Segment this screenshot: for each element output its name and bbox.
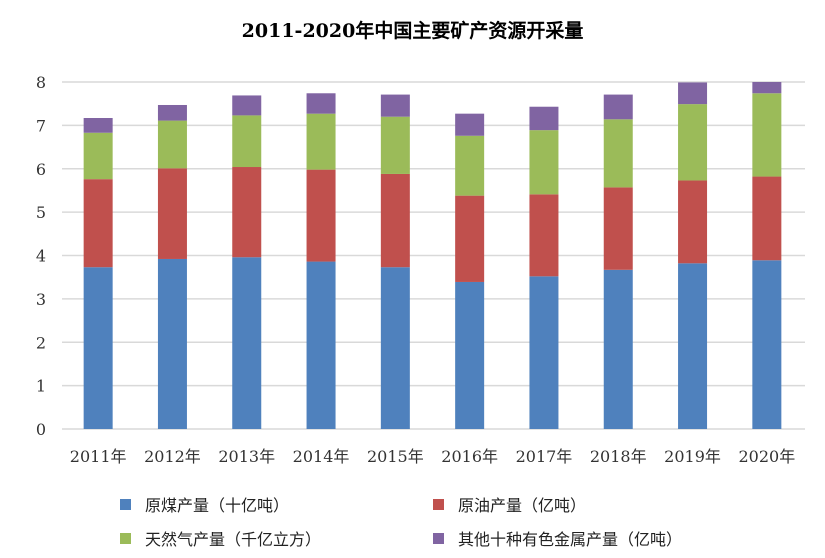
legend-item-coal: 原煤产量（十亿吨） <box>120 492 289 516</box>
y-tick-label: 2 <box>36 333 46 352</box>
bar-segment <box>752 93 782 177</box>
x-tick-label: 2014年 <box>293 447 350 466</box>
y-tick-label: 5 <box>36 203 46 222</box>
y-tick-label: 0 <box>36 420 46 439</box>
y-tick-label: 3 <box>36 290 46 309</box>
bar-segment <box>232 115 262 168</box>
bar-segment <box>678 104 708 181</box>
bar-segment <box>83 118 113 133</box>
bar-segment <box>83 132 113 180</box>
bar-segment <box>306 93 336 114</box>
legend-swatch <box>433 498 444 510</box>
bar-segment <box>603 269 633 429</box>
y-tick-label: 7 <box>36 116 46 135</box>
x-tick-label: 2016年 <box>441 447 498 466</box>
legend-label: 原煤产量（十亿吨） <box>145 496 290 515</box>
x-tick-label: 2012年 <box>144 447 201 466</box>
bar-segment <box>603 187 633 270</box>
chart-title: 2011-2020年中国主要矿产资源开采量 <box>241 20 584 42</box>
legend-swatch <box>120 498 131 510</box>
bar-segment <box>232 95 262 116</box>
bar-segment <box>83 179 113 268</box>
bar-segment <box>678 263 708 429</box>
bar-segment <box>157 258 187 429</box>
legend-label: 天然气产量（千亿立方） <box>145 530 322 549</box>
x-tick-label: 2018年 <box>590 447 647 466</box>
y-tick-label: 1 <box>36 377 46 396</box>
x-tick-label: 2019年 <box>664 447 721 466</box>
bar-segment <box>752 82 782 94</box>
bar-segment <box>232 167 262 258</box>
x-tick-label: 2013年 <box>218 447 275 466</box>
bar-segment <box>157 104 187 121</box>
y-tick-label: 6 <box>36 160 46 179</box>
bar-segment <box>529 130 559 195</box>
x-tick-label: 2020年 <box>738 447 795 466</box>
legend-swatch <box>120 532 131 544</box>
bar-segment <box>380 116 410 174</box>
bar-segment <box>455 113 485 136</box>
bar-segment <box>455 281 485 429</box>
bar-segment <box>306 169 336 262</box>
x-tick-label: 2015年 <box>367 447 424 466</box>
bar-segment <box>752 260 782 429</box>
legend-item-oil: 原油产量（亿吨） <box>433 492 586 516</box>
bar-segment <box>529 106 559 131</box>
bar-segment <box>380 267 410 429</box>
legend-item-gas: 天然气产量（千亿立方） <box>120 526 321 550</box>
y-tick-label: 8 <box>36 73 46 92</box>
bar-segment <box>678 180 708 264</box>
bar-segment <box>603 94 633 120</box>
bar-segment <box>232 257 262 429</box>
bar-segment <box>83 267 113 429</box>
bar-segment <box>678 82 708 105</box>
legend-label: 其他十种有色金属产量（亿吨） <box>458 530 683 549</box>
bar-segment <box>306 261 336 429</box>
bar-segment <box>157 168 187 259</box>
legend-label: 原油产量（亿吨） <box>458 496 587 515</box>
legend-swatch <box>433 532 444 544</box>
bar-segment <box>529 194 559 277</box>
bar-segment <box>380 94 410 117</box>
x-tick-label: 2011年 <box>70 447 127 466</box>
bar-segment <box>455 135 485 196</box>
bar-segment <box>157 120 187 169</box>
bar-segment <box>603 119 633 188</box>
legend-item-metals: 其他十种有色金属产量（亿吨） <box>433 526 682 550</box>
bar-segment <box>455 195 485 282</box>
bar-segment <box>306 113 336 170</box>
x-tick-label: 2017年 <box>516 447 573 466</box>
y-tick-label: 4 <box>36 247 46 266</box>
bar-segment <box>529 276 559 429</box>
bar-segment <box>380 173 410 268</box>
bar-segment <box>752 176 782 261</box>
